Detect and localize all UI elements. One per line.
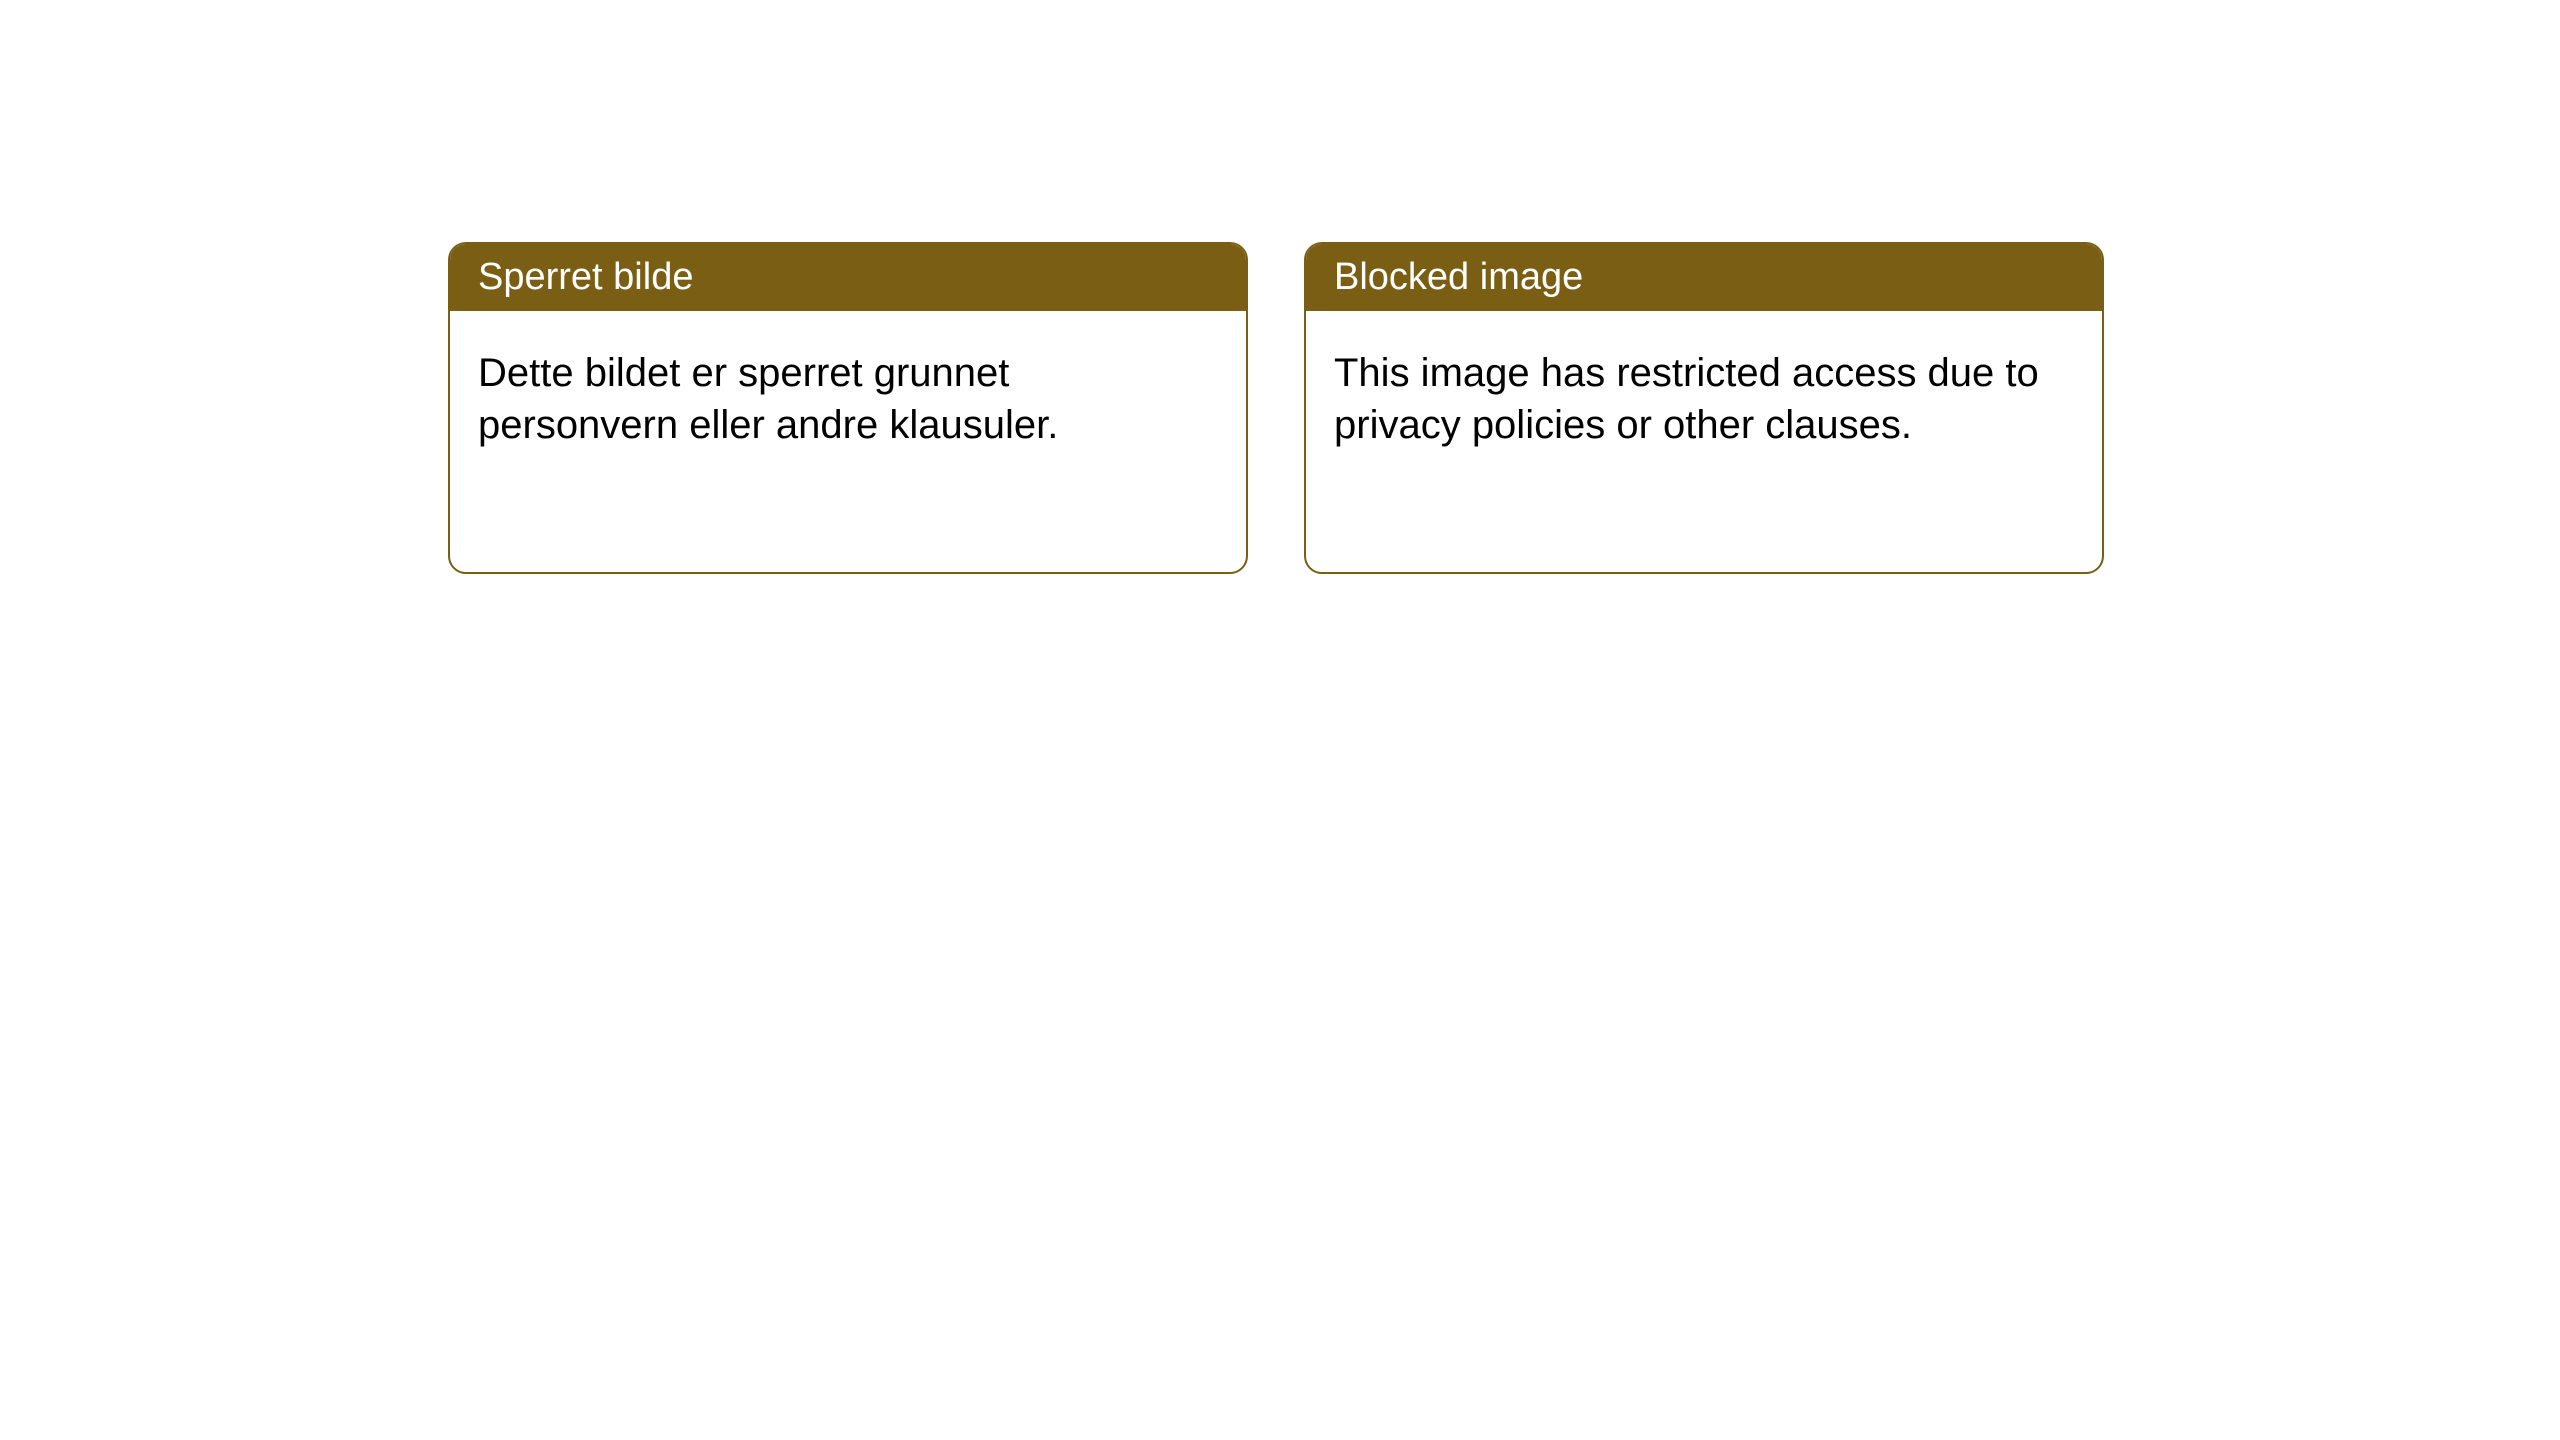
notice-card-english: Blocked image This image has restricted … — [1304, 242, 2104, 574]
notice-header: Sperret bilde — [450, 244, 1246, 311]
notice-title: Blocked image — [1334, 256, 1583, 298]
notice-body-text: This image has restricted access due to … — [1334, 351, 2039, 447]
notice-body: This image has restricted access due to … — [1306, 311, 2102, 487]
notice-card-norwegian: Sperret bilde Dette bildet er sperret gr… — [448, 242, 1248, 574]
notice-container: Sperret bilde Dette bildet er sperret gr… — [0, 0, 2560, 574]
notice-body-text: Dette bildet er sperret grunnet personve… — [478, 351, 1058, 447]
notice-header: Blocked image — [1306, 244, 2102, 311]
notice-body: Dette bildet er sperret grunnet personve… — [450, 311, 1246, 487]
notice-title: Sperret bilde — [478, 256, 693, 298]
